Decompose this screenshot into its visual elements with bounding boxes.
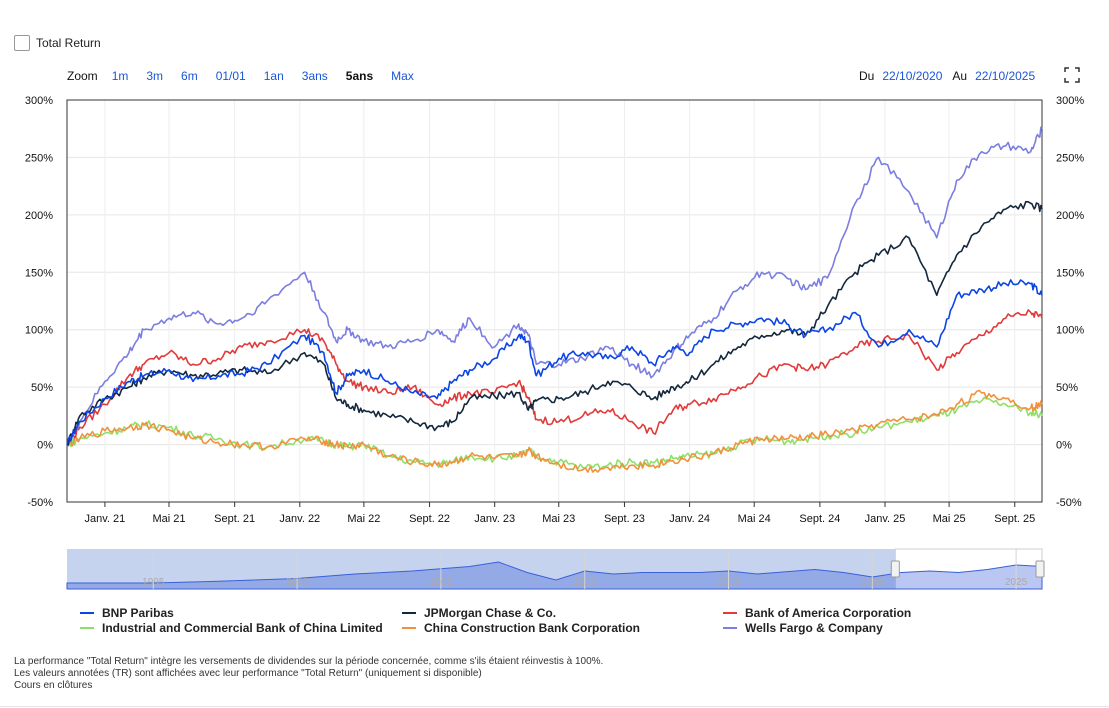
y-tick-label-left: -50% (27, 497, 53, 509)
y-tick-label-right: -50% (1056, 497, 1082, 509)
total-return-checkbox[interactable] (14, 35, 30, 51)
x-tick-label: Janv. 21 (85, 513, 126, 525)
legend-label-wfc: Wells Fargo & Company (745, 621, 883, 635)
navigator-year-label: 1995 (142, 577, 165, 588)
y-tick-label-left: 250% (25, 152, 53, 164)
x-tick-label: Mai 22 (347, 513, 380, 525)
x-tick-label: Janv. 22 (279, 513, 320, 525)
date-to-input[interactable]: 22/10/2025 (975, 69, 1036, 83)
performance-chart: 300% 300% 250% 250% 200% 200% 150% 150% 100% 100%… (25, 95, 1084, 590)
bottom-divider (0, 706, 1109, 707)
y-tick-label-left: 150% (25, 267, 53, 279)
date-from-label: Du (859, 69, 875, 83)
x-tick-label: Sept. 22 (409, 513, 450, 525)
legend-swatch-bnp (80, 612, 94, 614)
date-range: Du 22/10/2020 Au 22/10/2025 (859, 69, 1045, 83)
legend-item-icbc[interactable]: Industrial and Commercial Bank of China … (80, 621, 383, 635)
date-from-input[interactable]: 22/10/2020 (882, 69, 943, 83)
y-tick-label-left: 0% (37, 440, 53, 452)
x-tick-label: Sept. 24 (799, 513, 840, 525)
navigator-mask (67, 549, 896, 589)
zoom-button-1m[interactable]: 1m (111, 69, 129, 83)
legend-label-bnp: BNP Paribas (102, 606, 174, 620)
navigator-handle-right[interactable] (1035, 560, 1045, 578)
y-tick-label-right: 100% (1056, 325, 1084, 337)
legend-swatch-wfc (723, 627, 737, 629)
y-tick-label-left: 50% (31, 382, 53, 394)
total-return-label: Total Return (36, 36, 101, 50)
chart-navigator: 1995 2000 2005 2010 2015 2020 2025 (66, 548, 1045, 590)
legend-swatch-bac (723, 612, 737, 614)
x-tick-label: Mai 21 (152, 513, 185, 525)
legend-swatch-ccb (402, 627, 416, 629)
fullscreen-icon[interactable] (1063, 66, 1081, 84)
x-tick-label: Mai 25 (933, 513, 966, 525)
x-tick-label: Mai 24 (738, 513, 771, 525)
navigator-year-label: 2005 (430, 577, 453, 588)
x-tick-label: Janv. 25 (865, 513, 906, 525)
y-tick-label-right: 150% (1056, 267, 1084, 279)
total-return-toggle[interactable]: Total Return (14, 35, 101, 51)
legend-item-ccb[interactable]: China Construction Bank Corporation (402, 621, 640, 635)
legend-swatch-jpm (402, 612, 416, 614)
navigator-year-label: 2015 (717, 577, 740, 588)
y-tick-label-right: 50% (1056, 382, 1078, 394)
x-tick-label: Sept. 21 (214, 513, 255, 525)
y-tick-label-right: 300% (1056, 95, 1084, 107)
legend-swatch-icbc (80, 627, 94, 629)
date-to-label: Au (952, 69, 968, 83)
zoom-button-6m[interactable]: 6m (181, 69, 198, 83)
navigator-handle-left[interactable] (890, 560, 900, 578)
series-line-bnp-paribas (66, 279, 1043, 445)
navigator-selection (894, 548, 1043, 590)
footnote-annotated-values: Les valeurs annotées (TR) sont affichées… (14, 668, 482, 679)
zoom-button-3ans[interactable]: 3ans (301, 69, 328, 83)
legend-item-jpm[interactable]: JPMorgan Chase & Co. (402, 606, 556, 620)
navigator-year-label: 2025 (1005, 577, 1028, 588)
zoom-button-max[interactable]: Max (391, 69, 414, 83)
series-line-industrial-and-commercial-bank-of-china-limited (66, 396, 1043, 471)
legend-label-jpm: JPMorgan Chase & Co. (424, 606, 557, 620)
zoom-bar: Zoom 1m 3m 6m 01/01 1an 3ans 5ans Max (67, 69, 432, 83)
y-tick-label-right: 250% (1056, 152, 1084, 164)
y-tick-label-right: 200% (1056, 210, 1084, 222)
navigator-year-label: 2020 (861, 577, 884, 588)
y-tick-label-left: 100% (25, 325, 53, 337)
y-tick-label-left: 300% (25, 95, 53, 107)
y-tick-label-right: 0% (1056, 440, 1072, 452)
zoom-label: Zoom (67, 69, 98, 83)
navigator-area (66, 561, 1043, 590)
legend-label-bac: Bank of America Corporation (745, 606, 912, 620)
x-tick-label: Mai 23 (542, 513, 575, 525)
legend-label-ccb: China Construction Bank Corporation (424, 621, 640, 635)
footnote-total-return: La performance "Total Return" intègre le… (14, 656, 604, 667)
x-tick-label: Janv. 24 (669, 513, 710, 525)
navigator-year-label: 2010 (574, 577, 597, 588)
footnote-closing-prices: Cours en clôtures (14, 680, 93, 691)
legend-item-wfc[interactable]: Wells Fargo & Company (723, 621, 883, 635)
zoom-button-3m[interactable]: 3m (146, 69, 164, 83)
zoom-button-5ans[interactable]: 5ans (345, 69, 374, 83)
x-tick-label: Janv. 23 (474, 513, 515, 525)
legend-item-bnp[interactable]: BNP Paribas (80, 606, 174, 620)
navigator-year-label: 2000 (286, 577, 309, 588)
chart-grid (67, 99, 1042, 503)
x-tick-label: Sept. 23 (604, 513, 645, 525)
zoom-button-1an[interactable]: 1an (263, 69, 284, 83)
series-line-china-construction-bank-corporation (66, 389, 1043, 473)
footnotes: La performance "Total Return" intègre le… (14, 656, 603, 692)
chart-series (66, 126, 1043, 473)
zoom-button-ytd[interactable]: 01/01 (215, 69, 246, 83)
legend-item-bac[interactable]: Bank of America Corporation (723, 606, 911, 620)
legend-label-icbc: Industrial and Commercial Bank of China … (102, 621, 383, 635)
series-line-jpmorgan-chase-co (66, 200, 1043, 446)
chart-axes: 300% 300% 250% 250% 200% 200% 150% 150% 100% 100%… (25, 95, 1084, 525)
series-line-wells-fargo-company (66, 126, 1043, 447)
x-tick-label: Sept. 25 (994, 513, 1035, 525)
y-tick-label-left: 200% (25, 210, 53, 222)
plot-frame (66, 99, 1043, 503)
